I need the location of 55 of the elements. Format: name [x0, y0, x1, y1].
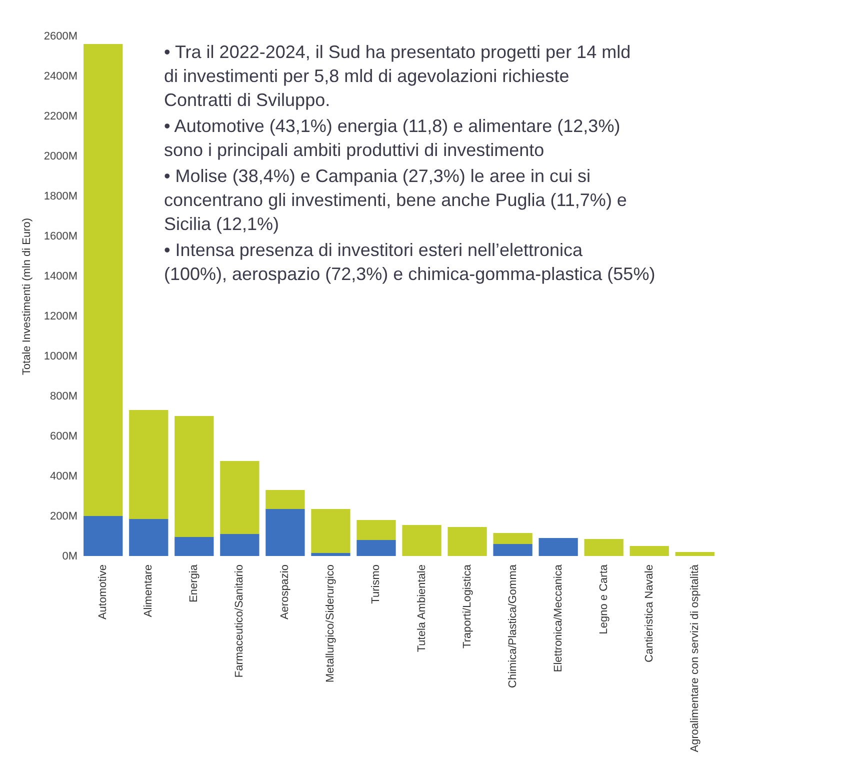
- y-tick-label: 800M: [50, 390, 78, 402]
- y-tick-label: 1400M: [44, 270, 78, 282]
- bar: [311, 509, 350, 553]
- bar: [266, 509, 305, 556]
- bar: [402, 525, 442, 556]
- x-tick-label: Elettronica/Meccanica: [552, 564, 564, 672]
- x-tick-label: Turismo: [370, 564, 382, 604]
- y-tick-label: 1000M: [44, 350, 78, 362]
- x-tick-label: Traporti/Logistica: [461, 564, 474, 648]
- bar: [266, 490, 305, 509]
- y-tick-label: 2000M: [44, 150, 78, 162]
- x-tick-label: Energia: [188, 564, 200, 602]
- x-tick-label: Metallurgico/Siderurgico: [324, 564, 337, 682]
- y-tick-label: 400M: [50, 470, 78, 482]
- x-tick-label: Agroalimentare con servizi di ospitalità: [688, 564, 701, 752]
- x-tick-label: Alimentare: [142, 564, 155, 618]
- annotation: • Molise (38,4%) e Campania (27,3%) le aree in cui si concentrano gli investimenti, bene anche Puglia (11,7%) e Sicilia (12,1%): [164, 166, 627, 234]
- bar: [84, 516, 123, 556]
- bar: [129, 410, 168, 519]
- annotation: • Automotive (43,1%) energia (11,8) e alimentare (12,3%) sono i principali ambiti produttivi di investimento: [164, 116, 620, 160]
- x-tick-label: Aerospazio: [279, 564, 292, 620]
- bar: [84, 44, 123, 516]
- bar: [311, 553, 350, 556]
- annotation: • Intensa presenza di investitori esteri nell’elettronica (100%), aerospazio (72,3%) e chimica-gomma-plastica (55%): [164, 240, 656, 284]
- y-tick-label: 2600M: [44, 30, 78, 42]
- y-tick-label: 1800M: [44, 190, 78, 202]
- y-tick-label: 200M: [50, 510, 78, 522]
- y-tick-label: 2400M: [44, 70, 78, 82]
- annotation: • Tra il 2022-2024, il Sud ha presentato progetti per 14 mld di investimenti per 5,8 mld di agevolazioni richieste Contratti di Sviluppo.: [164, 42, 631, 110]
- y-tick-label: 1600M: [44, 230, 78, 242]
- y-tick-label: 2200M: [44, 110, 78, 122]
- y-tick-label: 0M: [62, 550, 78, 562]
- x-tick-label: Farmaceutico/Sanitario: [234, 564, 246, 678]
- x-tick-label: Chimica/Plastica/Gomma: [506, 564, 519, 688]
- x-tick-label: Legno e Carta: [598, 564, 610, 634]
- x-tick-label: Tutela Ambientale: [416, 564, 428, 652]
- y-tick-label: 1200M: [44, 310, 78, 322]
- bar: [493, 544, 532, 556]
- bar: [538, 538, 578, 556]
- bar: [174, 416, 214, 537]
- bar: [630, 546, 669, 556]
- bar: [493, 533, 532, 544]
- y-axis-title: Totale Investimenti (mln di Euro): [20, 218, 33, 376]
- bar: [356, 540, 396, 556]
- bar: [584, 539, 624, 556]
- bar: [675, 552, 714, 556]
- bar: [129, 519, 168, 556]
- bar: [220, 461, 260, 534]
- bar: [356, 520, 396, 540]
- bar: [174, 537, 214, 556]
- bar: [448, 527, 487, 556]
- y-tick-label: 600M: [50, 430, 78, 442]
- x-tick-label: Automotive: [97, 564, 110, 620]
- x-tick-label: Cantieristica Navale: [643, 564, 656, 662]
- bar: [220, 534, 260, 556]
